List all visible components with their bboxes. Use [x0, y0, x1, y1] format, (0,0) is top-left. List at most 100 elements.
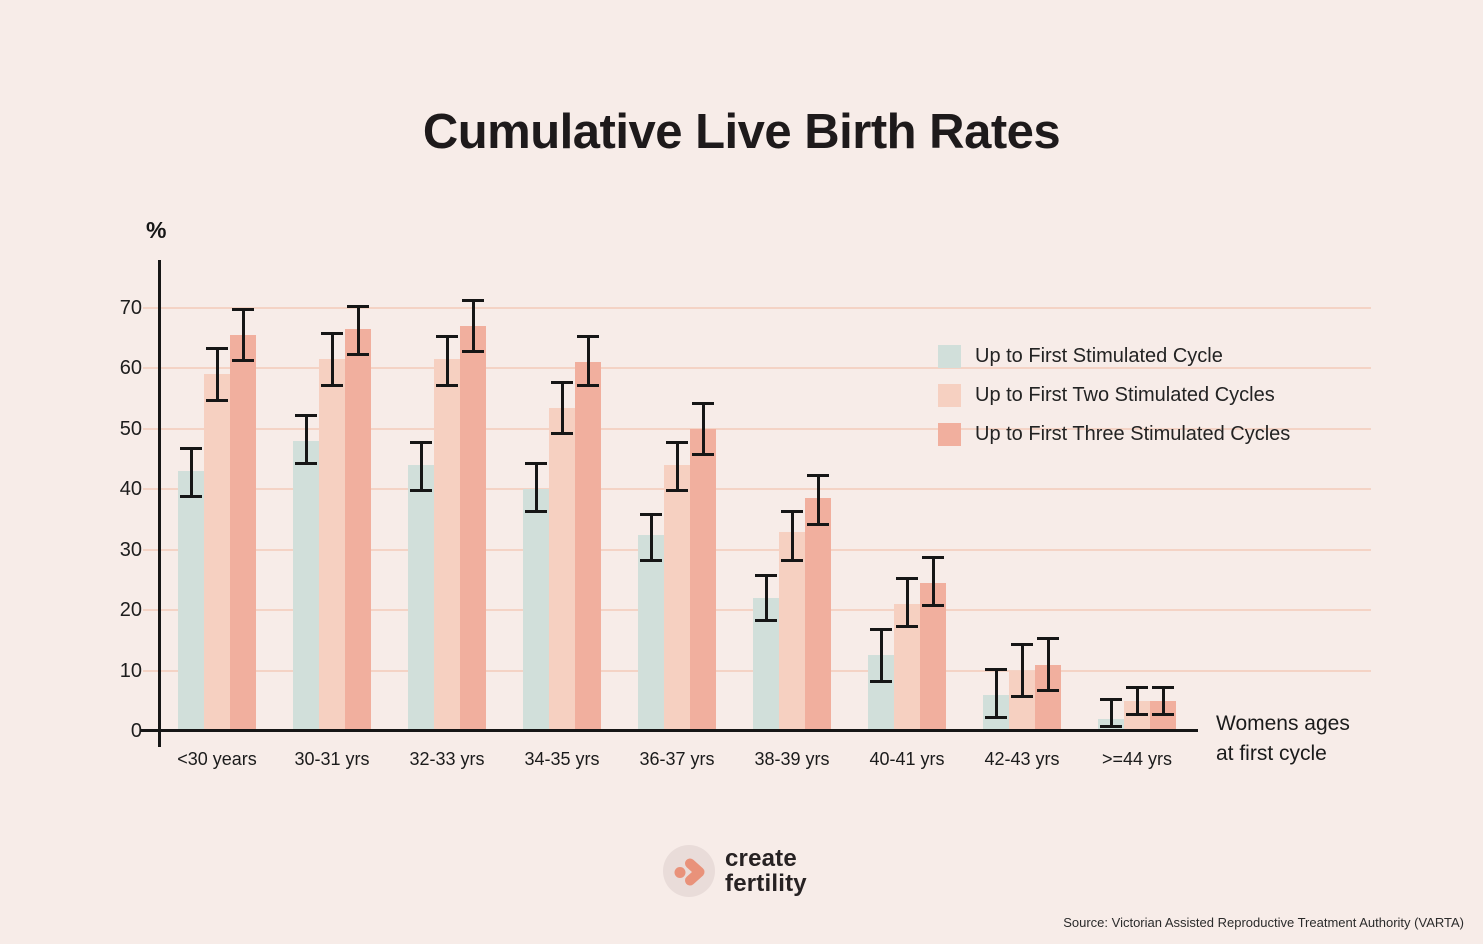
x-tick-label: <30 years — [177, 749, 257, 769]
legend-label: Up to First Stimulated Cycle — [975, 345, 1223, 367]
fertility-logo-icon — [674, 858, 705, 886]
error-bar-stem — [905, 579, 909, 626]
y-tick-label: 10 — [119, 659, 142, 682]
error-bar-stem — [675, 443, 679, 490]
x-tick-label: 42-43 yrs — [984, 749, 1060, 769]
error-bar — [295, 413, 317, 466]
gridline — [143, 488, 1371, 491]
error-bar-stem — [586, 338, 590, 384]
error-bar — [525, 462, 547, 514]
error-bar-stem — [560, 383, 564, 432]
bar — [345, 329, 371, 731]
error-bar — [206, 347, 228, 402]
y-tick-label: 20 — [119, 599, 142, 622]
error-bar-stem — [304, 416, 308, 463]
x-tick-label: 34-35 yrs — [524, 749, 600, 769]
bar — [204, 374, 230, 731]
error-bar-stem — [1109, 700, 1113, 725]
error-bar-stem — [1135, 688, 1139, 713]
y-tick-label: 60 — [119, 357, 142, 380]
y-axis-line — [158, 260, 161, 747]
bar — [319, 359, 345, 731]
error-bar — [1100, 697, 1122, 728]
bar — [178, 471, 204, 731]
error-bar — [577, 335, 599, 387]
error-bar — [180, 446, 202, 499]
error-bar-stem — [189, 449, 193, 496]
logo-word-create: create — [725, 845, 797, 872]
error-bar-stem — [534, 465, 538, 511]
x-axis-title-line2: at first cycle — [1216, 742, 1327, 765]
error-bar-stem — [1046, 640, 1050, 689]
legend-item: Up to First Two Stimulated Cycles — [938, 376, 1290, 415]
bar — [230, 335, 256, 731]
y-tick-label: 50 — [119, 417, 142, 440]
legend-label: Up to First Two Stimulated Cycles — [975, 384, 1275, 406]
error-bar-stem — [931, 558, 935, 605]
error-bar — [1011, 643, 1033, 698]
x-axis-title-line1: Womens ages — [1216, 712, 1350, 735]
x-axis-line — [140, 729, 1198, 732]
error-bar — [232, 308, 254, 363]
error-bar — [321, 332, 343, 387]
bar — [920, 582, 946, 731]
bar — [779, 531, 805, 731]
error-bar — [462, 298, 484, 354]
error-bar-stem — [764, 576, 768, 620]
legend-item: Up to First Stimulated Cycle — [938, 337, 1290, 376]
error-bar-stem — [241, 311, 245, 360]
bar — [575, 362, 601, 731]
error-bar — [1037, 637, 1059, 692]
error-bar-stem — [215, 350, 219, 399]
legend-item: Up to First Three Stimulated Cycles — [938, 415, 1290, 454]
logo-word-fertility: fertility — [725, 870, 807, 897]
error-bar — [640, 513, 662, 562]
bar — [549, 407, 575, 731]
bar — [638, 534, 664, 731]
bar — [408, 465, 434, 731]
x-tick-label: 38-39 yrs — [754, 749, 830, 769]
error-bar-stem — [790, 513, 794, 559]
y-tick-label: 30 — [119, 538, 142, 561]
error-bar — [692, 401, 714, 457]
error-bar-stem — [445, 338, 449, 384]
error-bar-stem — [1161, 688, 1165, 713]
logo-wordmark: create fertility — [725, 846, 807, 896]
error-bar — [551, 380, 573, 435]
gridline — [143, 307, 1371, 309]
legend-swatch — [938, 384, 961, 407]
x-tick-label: 32-33 yrs — [409, 749, 485, 769]
error-bar — [896, 576, 918, 629]
error-bar — [870, 628, 892, 683]
y-tick-label: 70 — [119, 297, 142, 319]
y-axis-unit-label: % — [146, 217, 167, 243]
gridline — [143, 427, 1371, 430]
error-bar-stem — [994, 670, 998, 716]
gridline — [143, 367, 1371, 370]
error-bar-stem — [701, 404, 705, 454]
error-bar-stem — [816, 477, 820, 523]
error-bar-stem — [356, 307, 360, 354]
bar — [805, 498, 831, 731]
bar — [460, 326, 486, 731]
error-bar — [985, 667, 1007, 719]
legend: Up to First Stimulated Cycle Up to First … — [938, 337, 1290, 454]
y-tick-label: 40 — [119, 478, 142, 501]
error-bar — [781, 510, 803, 562]
error-bar-stem — [1020, 646, 1024, 695]
error-bar-stem — [879, 631, 883, 680]
chart-title: Cumulative Live Birth Rates — [422, 105, 1061, 159]
bar — [434, 359, 460, 731]
source-attribution: Source: Victorian Assisted Reproductive … — [1063, 915, 1464, 930]
legend-swatch — [938, 345, 961, 368]
legend-label: Up to First Three Stimulated Cycles — [975, 423, 1291, 445]
x-tick-label: >=44 yrs — [1101, 749, 1173, 769]
x-tick-label: 30-31 yrs — [294, 749, 370, 769]
error-bar — [1152, 685, 1174, 716]
gridline — [143, 548, 1371, 551]
brand-logo: create fertility — [663, 845, 807, 897]
bar — [293, 440, 319, 731]
error-bar — [347, 304, 369, 357]
bar — [664, 465, 690, 731]
